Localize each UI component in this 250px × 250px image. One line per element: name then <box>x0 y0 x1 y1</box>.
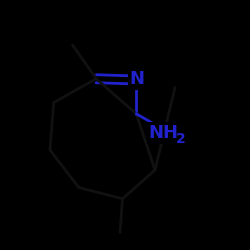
Text: NH: NH <box>149 124 179 142</box>
Text: 2: 2 <box>176 132 186 146</box>
Text: N: N <box>130 70 144 88</box>
